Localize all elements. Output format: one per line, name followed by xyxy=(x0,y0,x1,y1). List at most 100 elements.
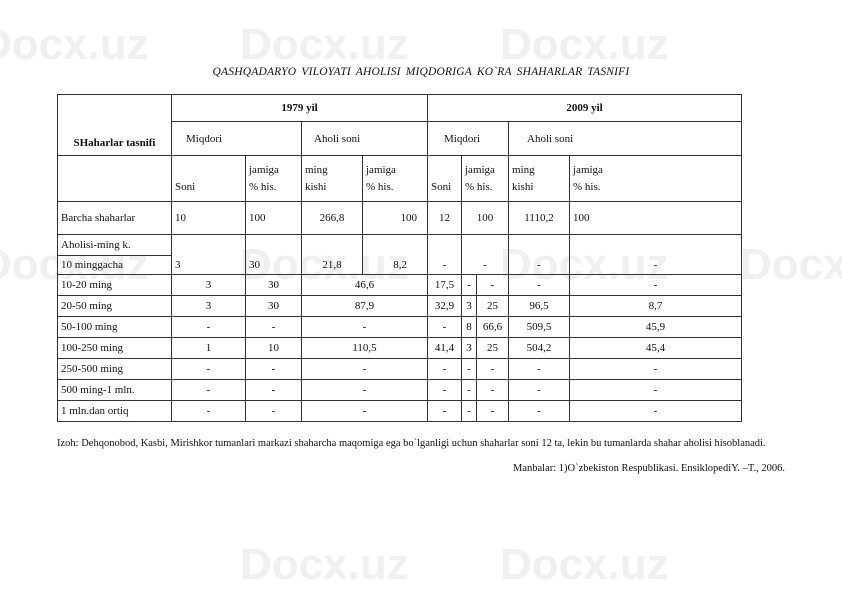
header-jamiga: jamiga% his. xyxy=(569,155,742,202)
cell: - xyxy=(171,358,246,380)
table-row: Aholisi-ming k. 3 30 21,8 8,2 - - - - xyxy=(57,234,742,275)
cell: - xyxy=(508,358,570,380)
cell: - xyxy=(171,316,246,338)
cell: - xyxy=(569,379,742,401)
cell: 41,4 xyxy=(427,337,462,359)
cell: 30 xyxy=(245,234,302,275)
row-label: 10 minggacha xyxy=(57,255,172,275)
header-ming-kishi: ming kishi xyxy=(508,155,570,202)
header-year-2009: 2009 yil xyxy=(427,94,742,122)
cell: 8,2 xyxy=(362,234,428,275)
cell: - xyxy=(461,379,477,401)
cell: - xyxy=(569,234,742,275)
table-row: 250-500 ming - - - - - - - - xyxy=(57,358,742,380)
cell: - xyxy=(569,400,742,422)
cell: - xyxy=(245,358,302,380)
table-row: 500 ming-1 mln. - - - - - - - - xyxy=(57,379,742,401)
table-row: 10-20 ming 3 30 46,6 17,5- - - - xyxy=(57,274,742,296)
header-miqdori-2009: Miqdori xyxy=(427,121,509,156)
cell: 45,4 xyxy=(569,337,742,359)
cell: 1110,2 xyxy=(508,201,570,235)
cell: 100 xyxy=(362,201,428,235)
header-jamiga: jamiga% his. xyxy=(245,155,302,202)
cell: 509,5 xyxy=(508,316,570,338)
cell: - xyxy=(461,274,477,296)
header-soni: Soni xyxy=(171,155,246,202)
watermark: Docx.uz xyxy=(500,20,669,69)
table-row: 50-100 ming - - - -8 66,6 509,5 45,9 xyxy=(57,316,742,338)
city-classification-table: SHaharlar tasnifi 1979 yil 2009 yil Miqd… xyxy=(57,94,742,422)
header-miqdori-1979: Miqdori xyxy=(171,121,302,156)
cell: 266,8 xyxy=(301,201,363,235)
header-soni: Soni xyxy=(427,155,462,202)
cell: - xyxy=(461,358,477,380)
table-row: 100-250 ming 1 10 110,5 41,4 3 25 504,2 45,4 xyxy=(57,337,742,359)
cell: 100 xyxy=(245,201,302,235)
header-jamiga: jamiga% his. xyxy=(362,155,428,202)
cell: - xyxy=(427,400,462,422)
cell: - xyxy=(245,400,302,422)
header-empty xyxy=(57,155,172,202)
cell: 3 xyxy=(171,234,246,275)
cell: - xyxy=(508,379,570,401)
cell: - xyxy=(427,358,462,380)
cell: - xyxy=(301,316,428,338)
watermark: Docx.uz xyxy=(240,20,409,69)
cell: - xyxy=(245,316,302,338)
cell: 25 xyxy=(476,295,509,317)
cell: 3 xyxy=(461,295,477,317)
document-title: QASHQADARYO VILOYATI AHOLISI MIQDORIGA K… xyxy=(212,66,630,78)
cell: 96,5 xyxy=(508,295,570,317)
cell: - xyxy=(301,379,428,401)
cell: 87,9 xyxy=(301,295,428,317)
cell: - xyxy=(461,400,477,422)
cell: - xyxy=(427,316,462,338)
cell: 3 xyxy=(171,295,246,317)
table-row: 20-50 ming 3 30 87,9 32,9 3 25 96,5 8,7 xyxy=(57,295,742,317)
cell: 504,2 xyxy=(508,337,570,359)
cell: - xyxy=(461,234,509,275)
cell: - xyxy=(427,234,462,275)
cell: - xyxy=(301,358,428,380)
source-text: Manbalar: 1)O`zbekiston Respublikasi. En… xyxy=(513,463,785,474)
cell: - xyxy=(427,379,462,401)
cell: - xyxy=(245,379,302,401)
header-year-1979: 1979 yil xyxy=(171,94,428,122)
watermark: Docx.uz xyxy=(500,540,669,589)
cell: 1 xyxy=(171,337,246,359)
cell: - xyxy=(171,379,246,401)
watermark: Docx.uz xyxy=(240,540,409,589)
table-row: 1 mln.dan ortiq - - - - - - - - xyxy=(57,400,742,422)
header-aholi-2009: Aholi soni xyxy=(508,121,742,156)
cell: 110,5 xyxy=(301,337,428,359)
cell: 12 xyxy=(427,201,462,235)
row-label: 500 ming-1 mln. xyxy=(57,379,172,401)
cell: 100 xyxy=(461,201,509,235)
cell: 8,7 xyxy=(569,295,742,317)
watermark: Docx.uz xyxy=(0,20,149,69)
cell: - xyxy=(476,400,509,422)
header-ming-kishi: ming kishi xyxy=(301,155,363,202)
cell: 3 xyxy=(171,274,246,296)
row-label: Barcha shaharlar xyxy=(57,201,172,235)
cell: 45,9 xyxy=(569,316,742,338)
cell: 66,6 xyxy=(476,316,509,338)
row-label: 100-250 ming xyxy=(57,337,172,359)
cell: 46,6 xyxy=(301,274,428,296)
cell: - xyxy=(569,274,742,296)
cell: 10 xyxy=(245,337,302,359)
header-jamiga: jamiga% his. xyxy=(461,155,509,202)
cell: - xyxy=(476,358,509,380)
header-classification: SHaharlar tasnifi xyxy=(57,94,172,156)
cell: 21,8 xyxy=(301,234,363,275)
cell: - xyxy=(476,379,509,401)
cell: - xyxy=(569,358,742,380)
watermark: Docx.uz xyxy=(740,240,842,289)
cell: 32,9 xyxy=(427,295,462,317)
cell: 100 xyxy=(569,201,742,235)
row-label: 50-100 ming xyxy=(57,316,172,338)
cell: - xyxy=(171,400,246,422)
cell: 3 xyxy=(461,337,477,359)
cell: - xyxy=(301,400,428,422)
cell: - xyxy=(508,400,570,422)
